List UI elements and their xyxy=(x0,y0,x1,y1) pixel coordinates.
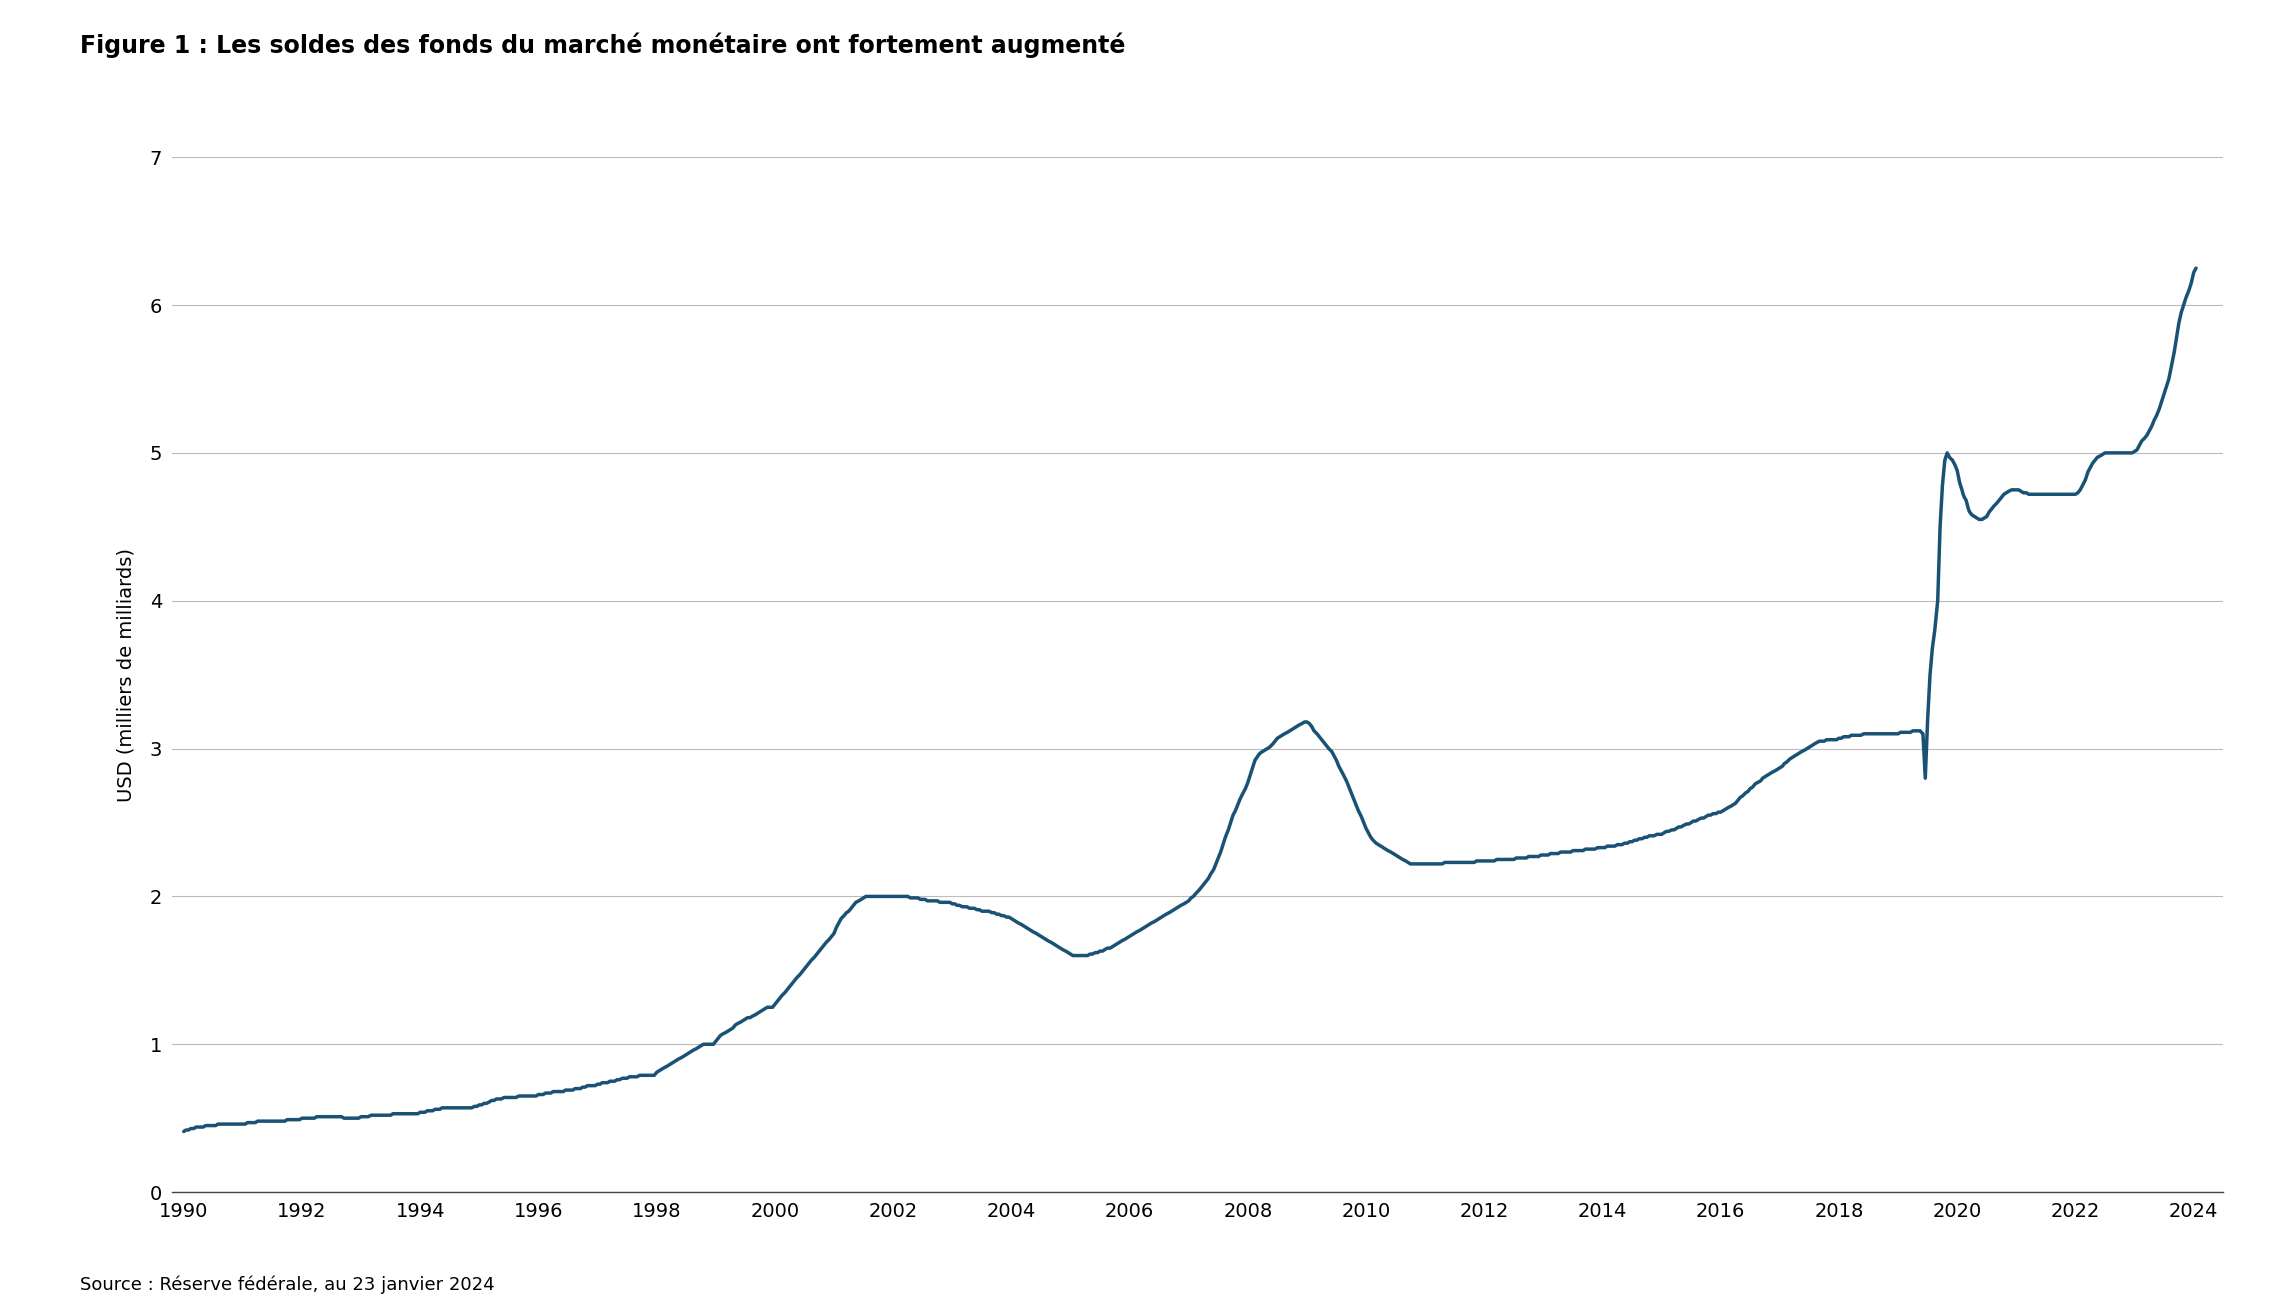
Text: Figure 1 : Les soldes des fonds du marché monétaire ont fortement augmenté: Figure 1 : Les soldes des fonds du march… xyxy=(80,33,1125,58)
Text: Source : Réserve fédérale, au 23 janvier 2024: Source : Réserve fédérale, au 23 janvier… xyxy=(80,1276,495,1294)
Y-axis label: USD (milliers de milliards): USD (milliers de milliards) xyxy=(117,548,135,802)
